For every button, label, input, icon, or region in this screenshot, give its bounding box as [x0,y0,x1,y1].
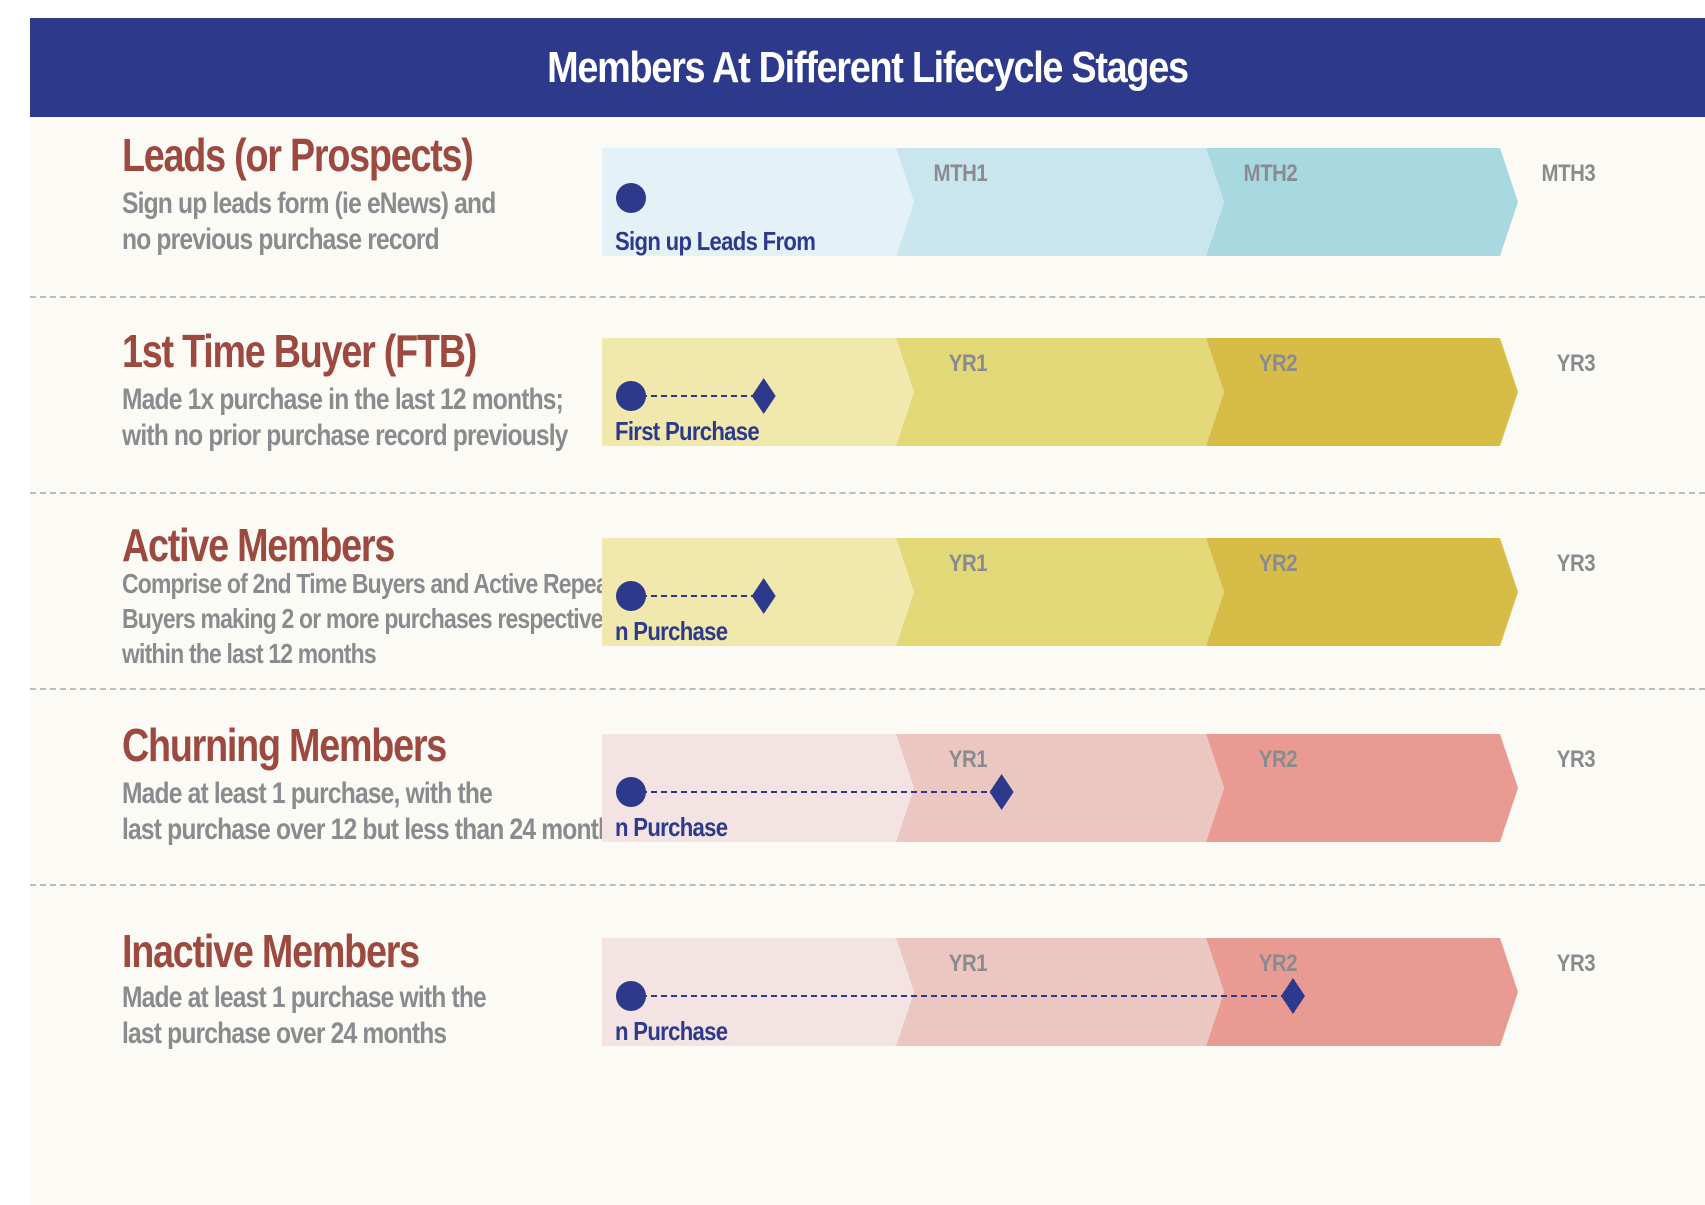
page-title: Members At Different Lifecycle Stages [547,42,1189,92]
stage-title: Churning Members [122,719,447,771]
timeline-graphic [602,734,1518,842]
stage-timeline: Current TimeYR1YR2YR3n Purchase [602,734,1613,852]
row-divider [30,884,1705,886]
segment-label: YR3 [1556,746,1596,773]
stage-timeline: MTH1 MTH2 MTH3 Sign up Leads From [602,148,1613,266]
current-time-diamond-icon [751,578,776,614]
segment-label: YR1 [948,550,988,577]
timeline-segment [896,538,1224,646]
row-divider [30,492,1705,494]
timeline-segment [896,148,1224,256]
current-time-diamond-icon [989,774,1014,810]
stage-description: Sign up leads form (ie eNews) and no pre… [122,187,496,256]
stage-description: Made 1x purchase in the last 12 months; … [122,383,568,452]
timeline-graphic [602,938,1518,1046]
start-marker-label: n Purchase [615,812,728,842]
start-circle-icon [616,183,646,213]
timeline-segment [896,338,1224,446]
current-time-diamond-icon [751,378,776,414]
header-bar: Members At Different Lifecycle Stages [30,18,1705,117]
timeline-graphic [602,338,1518,446]
start-marker-label: n Purchase [615,1016,728,1046]
segment-label: YR2 [1258,350,1298,377]
stage-title: Inactive Members [122,925,420,977]
start-circle-icon [616,581,646,611]
segment-label: YR1 [948,350,988,377]
stage-timeline: Current TimeYR1YR2YR3First Purchase [602,338,1613,456]
row-divider [30,296,1705,298]
start-circle-icon [616,381,646,411]
timeline-segment [896,938,1224,1046]
timeline-segment [1206,148,1518,256]
start-marker-label: First Purchase [615,416,760,446]
infographic-canvas: Members At Different Lifecycle Stages Le… [30,18,1705,1205]
segment-label: YR3 [1556,350,1596,377]
start-marker-label: n Purchase [615,616,728,646]
stage-title: Leads (or Prospects) [122,129,474,181]
segment-label: MTH3 [1541,160,1595,187]
stage-description: Comprise of 2nd Time Buyers and Active R… [122,568,621,669]
start-marker-label: Sign up Leads From [615,226,816,256]
timeline-segment [1206,538,1518,646]
timeline-segment [602,148,914,256]
current-time-diamond-icon [1281,978,1305,1014]
segment-label: YR1 [948,950,988,977]
segment-label: MTH1 [933,160,987,187]
segment-label: YR3 [1556,950,1596,977]
segment-label: MTH2 [1243,160,1297,187]
stage-title: Active Members [122,519,395,571]
start-circle-icon [616,777,646,807]
stage-timeline: Current TimeYR1YR2YR3n Purchase [602,538,1613,656]
timeline-segment [1206,938,1518,1046]
stage-description: Made at least 1 purchase with the last p… [122,981,487,1050]
timeline-segment [1206,338,1518,446]
timeline-graphic [602,538,1518,646]
stage-timeline: Current TimeYR1YR2YR3n Purchase [602,938,1613,1056]
segment-label: YR2 [1258,950,1298,977]
start-circle-icon [616,981,646,1011]
segment-label: YR2 [1258,746,1298,773]
stage-description: Made at least 1 purchase, with the last … [122,777,626,846]
timeline-segment [602,734,914,842]
timeline-segment [1206,734,1518,842]
timeline-segment [896,734,1224,842]
timeline-graphic [602,148,1518,256]
stage-title: 1st Time Buyer (FTB) [122,325,477,377]
row-divider [30,688,1705,690]
timeline-segment [602,938,914,1046]
segment-label: YR2 [1258,550,1298,577]
segment-label: YR3 [1556,550,1596,577]
segment-label: YR1 [948,746,988,773]
